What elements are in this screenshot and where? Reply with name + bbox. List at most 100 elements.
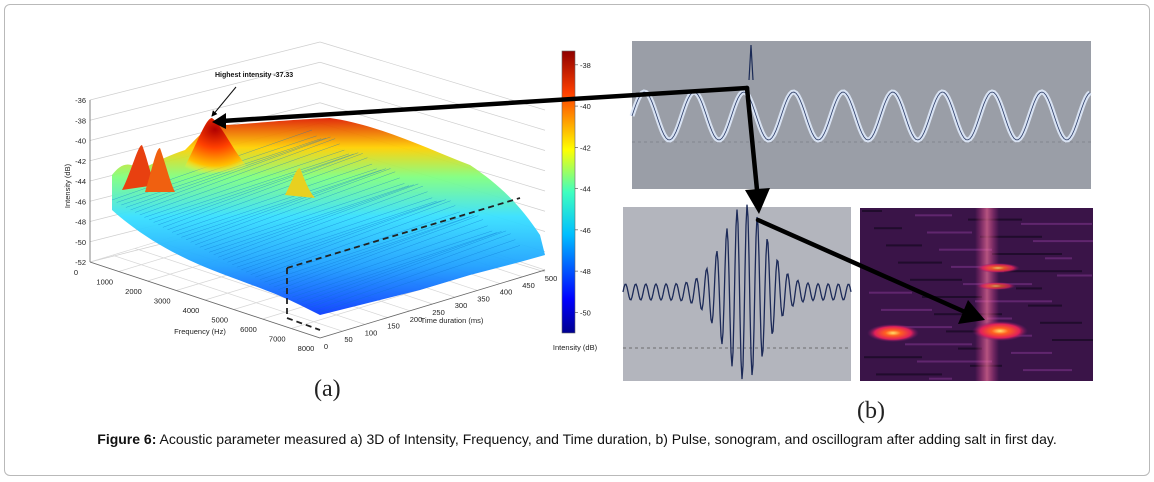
striation — [158, 152, 359, 226]
pulse-waveform-bg — [632, 41, 1091, 189]
sonogram-streak — [1021, 222, 1092, 225]
frequency-tick-labels: 0 1000 2000 3000 4000 5000 6000 7000 8000 — [74, 268, 314, 353]
backwall-gridline — [89, 41, 321, 101]
sonogram-streak — [893, 326, 952, 329]
middle-peak — [285, 168, 315, 198]
striation — [255, 205, 456, 278]
striation — [162, 153, 363, 228]
striation — [227, 191, 428, 263]
colorbar-tick-labels: -38 -40 -42 -44 -46 -48 -50 — [575, 61, 591, 317]
striation — [208, 185, 410, 253]
striation — [315, 239, 516, 310]
time-tick: 50 — [344, 335, 352, 344]
striation — [278, 215, 479, 290]
backwall-gridline — [89, 61, 321, 121]
striation — [176, 168, 377, 236]
striation — [250, 200, 451, 275]
striation — [204, 183, 405, 251]
striation — [153, 153, 354, 223]
panel-b-label: (b) — [857, 398, 885, 424]
sonogram-streak — [1023, 369, 1072, 372]
time-tick: 400 — [500, 288, 513, 297]
highest-intensity-annotation: Highest intensity -37.33 — [215, 72, 293, 79]
striation — [236, 200, 437, 268]
intensity-surface — [111, 118, 545, 315]
arrow-to-peak — [219, 85, 750, 124]
striation — [222, 185, 424, 260]
time-tick: 350 — [477, 294, 490, 303]
sonogram-streak — [987, 317, 1012, 320]
sonogram-streak — [1011, 351, 1052, 354]
time-axis-label: Time duration (ms) — [421, 316, 484, 325]
figure-caption: Figure 6: Acoustic parameter measured a)… — [0, 431, 1154, 447]
sonogram-streak — [915, 214, 952, 217]
sonogram-streak — [975, 300, 1052, 303]
time-tick: 0 — [324, 342, 328, 351]
sonogram-streak — [862, 210, 882, 212]
time-tick: 150 — [387, 322, 400, 331]
pulse-spike — [748, 44, 754, 81]
time-tick-labels: 0 50 100 150 200 250 300 350 400 450 500 — [324, 274, 557, 351]
sonogram-streak — [881, 308, 932, 311]
striation — [264, 215, 465, 283]
time-tick: 100 — [365, 328, 378, 337]
striation — [310, 233, 511, 308]
sidewall-gridline — [319, 41, 546, 111]
sonogram-streak — [905, 343, 972, 346]
frequency-tick: 2000 — [125, 287, 142, 296]
caption-text: Acoustic parameter measured a) 3D of Int… — [156, 431, 1057, 447]
pulse-waveform-core — [631, 91, 1091, 141]
frequency-tick: 8000 — [298, 344, 315, 353]
surface-striations — [111, 129, 521, 313]
colorbar-label: Intensity (dB) — [553, 343, 598, 352]
colorbar — [561, 50, 576, 334]
sonogram-streak — [898, 261, 942, 264]
time-tick: 500 — [545, 274, 558, 283]
sonogram-streak — [980, 235, 1042, 238]
striation — [259, 211, 460, 280]
intensity-tick: -40 — [75, 137, 86, 146]
striation — [292, 230, 493, 298]
sonogram-streak — [1028, 304, 1062, 307]
striation — [195, 171, 396, 246]
sonogram-hotspot-upper — [976, 263, 1020, 273]
striation — [273, 215, 474, 288]
sonogram-streak — [1004, 270, 1082, 273]
colorbar-tick: -38 — [580, 61, 591, 70]
annotation-pointer — [211, 86, 237, 117]
sonogram-streak — [864, 356, 922, 359]
striation — [199, 177, 400, 248]
sonogram-streak — [1045, 257, 1072, 260]
striation — [306, 230, 507, 305]
sonogram-streak — [1016, 287, 1042, 290]
sonogram-hotspot-upper2 — [976, 282, 1016, 290]
floor-gridline — [112, 254, 343, 332]
backwall-gridline — [89, 82, 321, 141]
frequency-tick: 7000 — [269, 335, 286, 344]
sonogram-streak — [917, 360, 992, 363]
sonogram-streak — [910, 278, 962, 281]
colorbar-tick: -46 — [580, 226, 591, 235]
panel-b — [212, 41, 1093, 381]
frequency-axis-label: Frequency (Hz) — [174, 327, 226, 336]
intensity-tick-labels: -36 -38 -40 -42 -44 -46 -48 -50 -52 — [75, 96, 86, 267]
frequency-tick: 4000 — [183, 306, 200, 315]
striation — [144, 149, 345, 218]
striation — [139, 143, 340, 216]
oscillogram-bg — [623, 207, 851, 381]
sonogram-streak — [927, 231, 972, 234]
secondary-peak-right — [145, 148, 175, 192]
intensity-tick: -36 — [75, 96, 86, 105]
intensity-tick: -44 — [75, 177, 86, 186]
sonogram-streak — [939, 248, 992, 251]
highest-intensity-peak — [180, 118, 250, 175]
intensity-axis-label: Intensity (dB) — [63, 163, 72, 208]
sonogram-streak — [992, 253, 1062, 255]
secondary-peak-left — [122, 145, 156, 190]
striation — [125, 137, 326, 208]
sonogram-streak — [1057, 274, 1092, 277]
colorbar-tick: -42 — [580, 143, 591, 152]
striation — [130, 136, 331, 211]
intensity-tick: -48 — [75, 218, 86, 227]
